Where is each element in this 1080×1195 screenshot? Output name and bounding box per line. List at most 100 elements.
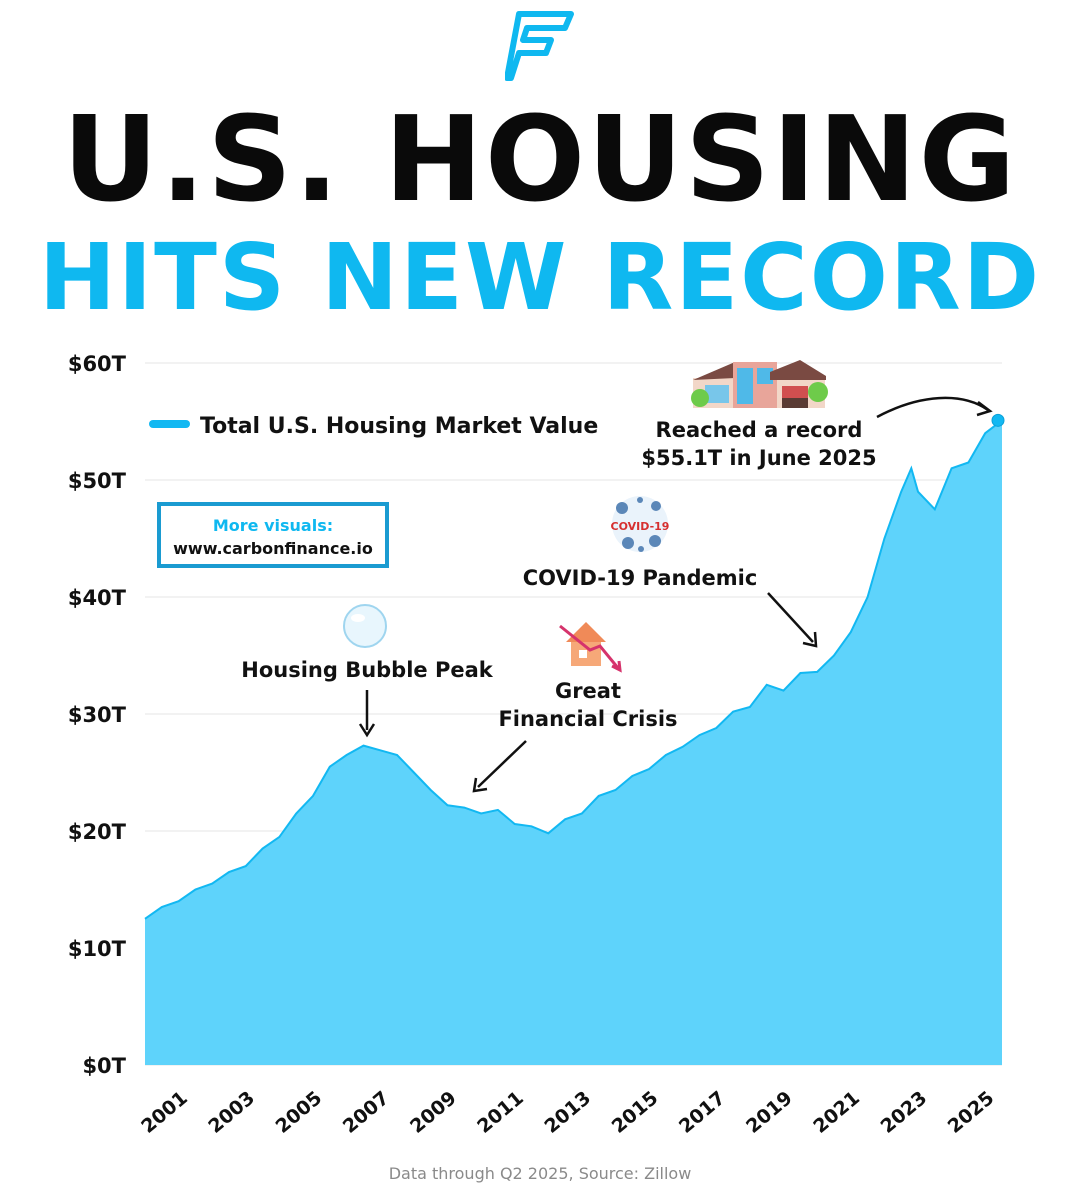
- x-tick-label: 2011: [473, 1087, 528, 1138]
- data-point: [900, 491, 902, 493]
- x-tick-label: 2021: [809, 1087, 864, 1138]
- x-tick-label: 2013: [540, 1087, 595, 1138]
- data-point: [816, 671, 818, 673]
- data-point: [295, 813, 297, 815]
- source-note: Data through Q2 2025, Source: Zillow: [388, 1164, 692, 1183]
- promo-label: More visuals:: [212, 516, 334, 535]
- data-point: [379, 749, 381, 751]
- data-point: [278, 836, 280, 838]
- y-tick-label: $30T: [68, 703, 127, 727]
- data-point: [413, 772, 415, 774]
- data-point: [396, 754, 398, 756]
- y-tick-label: $60T: [68, 352, 127, 376]
- data-point: [665, 754, 667, 756]
- x-tick-label: 2001: [137, 1087, 192, 1138]
- x-tick-label: 2003: [204, 1087, 259, 1138]
- endpoint-layer: [991, 413, 1005, 427]
- data-point: [430, 789, 432, 791]
- legend: Total U.S. Housing Market Value: [149, 414, 598, 439]
- annotation-record: Reached a record $55.1T in June 2025: [641, 360, 993, 470]
- data-point: [547, 832, 549, 834]
- data-point: [144, 918, 146, 920]
- annotation-record-label-1: Reached a record: [656, 418, 863, 442]
- data-point: [329, 766, 331, 768]
- annotation-record-label-2: $55.1T in June 2025: [641, 446, 876, 470]
- annotation-covid-label: COVID-19 Pandemic: [523, 566, 758, 590]
- housing-value-chart: $0T $10T $20T $30T $40T $50T $60T 2001 2003 2005…: [68, 352, 1005, 1138]
- x-axis-ticks: 2001 2003 2005 2007 2009 2011 2013 2015 2017 2019…: [137, 1087, 998, 1138]
- annotation-bubble: Housing Bubble Peak: [241, 604, 494, 738]
- data-point: [631, 775, 633, 777]
- x-tick-label: 2019: [742, 1087, 797, 1138]
- data-point: [682, 746, 684, 748]
- x-tick-label: 2007: [339, 1087, 394, 1138]
- data-point: [783, 690, 785, 692]
- data-point: [161, 906, 163, 908]
- title-line-2: HITS NEW RECORD: [38, 224, 1042, 331]
- data-point: [883, 538, 885, 540]
- y-tick-label: $20T: [68, 820, 127, 844]
- data-point: [598, 795, 600, 797]
- data-point: [910, 467, 912, 469]
- series-line: [144, 419, 1003, 920]
- data-point: [178, 900, 180, 902]
- data-point: [581, 813, 583, 815]
- data-point: [531, 825, 533, 827]
- annotation-gfc-arrow: [477, 740, 527, 788]
- data-point: [194, 889, 196, 891]
- promo-box[interactable]: More visuals: www.carbonfinance.io: [157, 502, 389, 568]
- data-point: [749, 706, 751, 708]
- promo-url-link[interactable]: www.carbonfinance.io: [173, 539, 373, 558]
- data-point: [648, 768, 650, 770]
- data-point: [262, 848, 264, 850]
- annotation-covid: COVID-19 COVID-19 Pandemic: [523, 496, 818, 648]
- annotation-gfc-label-1: Great: [555, 679, 621, 703]
- x-tick-label: 2023: [877, 1087, 932, 1138]
- data-point: [715, 727, 717, 729]
- data-point: [228, 871, 230, 873]
- data-point: [984, 432, 986, 434]
- falling-house-icon: [559, 622, 622, 673]
- x-tick-label: 2005: [272, 1087, 327, 1138]
- data-point: [480, 813, 482, 815]
- data-point: [312, 795, 314, 797]
- carbonfinance-f-logo-icon: [505, 11, 574, 81]
- data-point: [346, 754, 348, 756]
- record-endpoint-marker: [991, 413, 1005, 427]
- data-point: [463, 807, 465, 809]
- annotation-record-arrow: [876, 396, 989, 419]
- data-point: [833, 655, 835, 657]
- x-tick-label: 2017: [675, 1087, 730, 1138]
- y-tick-label: $40T: [68, 586, 127, 610]
- data-point: [766, 684, 768, 686]
- annotation-covid-arrow: [767, 592, 814, 643]
- data-point: [447, 804, 449, 806]
- x-tick-label: 2015: [608, 1087, 663, 1138]
- data-point: [211, 883, 213, 885]
- data-point: [363, 745, 365, 747]
- area-layer: [144, 419, 1003, 1065]
- x-tick-label: 2009: [406, 1087, 461, 1138]
- title-line-1: U.S. HOUSING: [62, 90, 1018, 228]
- covid-badge-text: COVID-19: [611, 520, 670, 533]
- y-tick-label: $50T: [68, 469, 127, 493]
- data-point: [497, 809, 499, 811]
- data-point: [732, 711, 734, 713]
- virus-icon: COVID-19: [611, 496, 670, 552]
- annotation-gfc-label-2: Financial Crisis: [498, 707, 677, 731]
- data-point: [615, 789, 617, 791]
- data-point: [514, 823, 516, 825]
- data-point: [917, 491, 919, 493]
- data-point: [934, 508, 936, 510]
- data-point: [850, 631, 852, 633]
- data-point: [799, 672, 801, 674]
- data-point: [867, 596, 869, 598]
- house-icon: [691, 360, 828, 408]
- data-point: [699, 734, 701, 736]
- x-tick-label: 2025: [944, 1087, 999, 1138]
- data-point: [564, 818, 566, 820]
- bubble-icon: [343, 604, 387, 648]
- y-tick-label: $10T: [68, 937, 127, 961]
- data-point: [967, 462, 969, 464]
- data-point: [951, 467, 953, 469]
